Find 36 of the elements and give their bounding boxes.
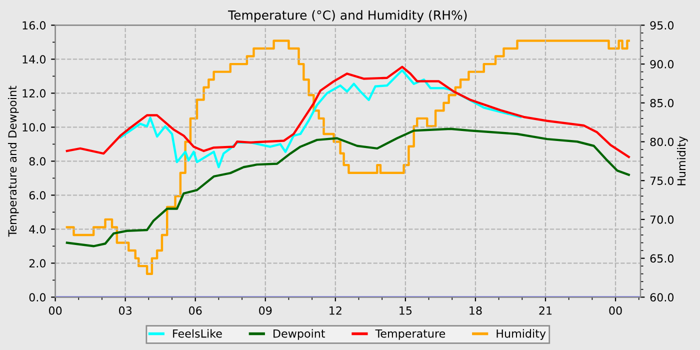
y-tick-label: 16.0 [22, 21, 46, 30]
legend-label: FeelsLike [173, 329, 222, 338]
x-tick-label: 15 [400, 306, 412, 315]
legend-label: Humidity [496, 329, 546, 340]
y-tick-label: 8.0 [29, 157, 46, 166]
x-tick-label: 21 [539, 306, 552, 315]
y-tick-label: 0.0 [29, 293, 46, 302]
y2-tick-label: 90.0 [650, 60, 674, 68]
y2-axis-title: Humidity [677, 136, 688, 186]
x-tick-label: 09 [259, 306, 272, 315]
x-tick-label: 06 [189, 306, 202, 315]
y-tick-label: 2.0 [29, 259, 46, 268]
y-tick-label: 10.0 [22, 123, 46, 132]
x-tick-label: 00 [609, 306, 622, 315]
x-tick-label: 18 [470, 306, 482, 315]
y-axis-title: Temperature and Dewpoint [8, 86, 19, 237]
line-series [66, 66, 630, 158]
y-tick-label: 12.0 [22, 89, 46, 98]
y2-tick-label: 75.0 [650, 176, 674, 185]
x-tick-label: 00 [48, 306, 62, 315]
y2-tick-label: 70.0 [650, 215, 674, 224]
line-series [119, 69, 522, 168]
y-tick-label: 14.0 [22, 55, 46, 64]
y-tick-label: 4.0 [29, 225, 46, 234]
y2-tick-label: 95.0 [650, 21, 674, 30]
y2-tick-label: 65.0 [650, 254, 674, 263]
y2-tick-label: 80.0 [650, 138, 674, 146]
legend-label: Dewpoint [274, 329, 326, 340]
legend-label: Temperature [375, 329, 446, 340]
x-tick-label: 03 [118, 306, 132, 315]
y-tick-label: 6.0 [29, 191, 46, 200]
chart-title: Temperature (°C) and Humidity (RH%) [228, 10, 467, 22]
x-tick-label: 12 [330, 306, 342, 315]
y2-tick-label: 85.0 [650, 98, 674, 108]
y2-tick-label: 60.0 [650, 293, 674, 302]
line-series [66, 128, 630, 248]
